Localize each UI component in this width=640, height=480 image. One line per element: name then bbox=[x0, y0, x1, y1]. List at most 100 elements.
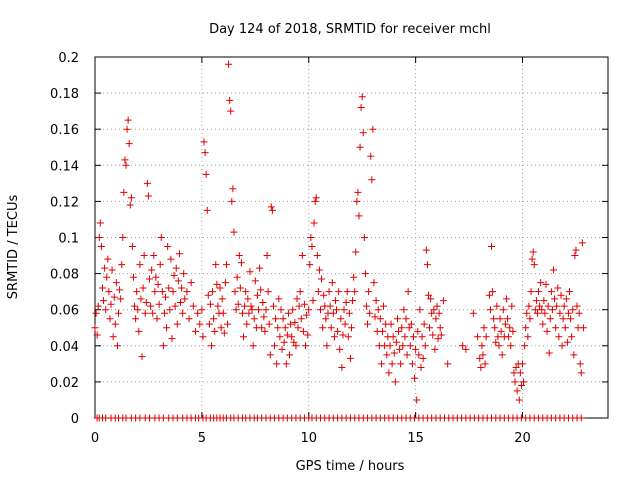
x-tick-label: 5 bbox=[198, 431, 206, 446]
data-point bbox=[476, 354, 484, 362]
data-point bbox=[112, 279, 120, 287]
data-point bbox=[497, 327, 505, 335]
data-point bbox=[570, 351, 578, 359]
data-point bbox=[234, 300, 242, 308]
data-point bbox=[495, 342, 503, 350]
data-point bbox=[93, 331, 101, 339]
data-point bbox=[247, 302, 255, 310]
data-point bbox=[393, 315, 401, 323]
data-point bbox=[478, 342, 486, 350]
data-point bbox=[122, 161, 130, 169]
data-point bbox=[322, 315, 330, 323]
data-point bbox=[131, 302, 139, 310]
data-point bbox=[388, 360, 396, 368]
data-point bbox=[541, 309, 549, 317]
data-point bbox=[199, 333, 207, 341]
data-point bbox=[251, 277, 259, 285]
data-point bbox=[175, 250, 183, 258]
data-point bbox=[108, 266, 116, 274]
data-point bbox=[561, 324, 569, 332]
data-point bbox=[202, 170, 210, 178]
data-point bbox=[289, 306, 297, 314]
data-point bbox=[420, 320, 428, 328]
data-point bbox=[299, 327, 307, 335]
data-point bbox=[399, 342, 407, 350]
data-point bbox=[357, 104, 365, 112]
data-point bbox=[178, 284, 186, 292]
data-point bbox=[282, 360, 290, 368]
data-point bbox=[486, 306, 494, 314]
data-point bbox=[170, 271, 178, 279]
data-point bbox=[335, 288, 343, 296]
data-point bbox=[559, 315, 567, 323]
data-point bbox=[212, 261, 220, 269]
data-point bbox=[391, 378, 399, 386]
data-point bbox=[105, 288, 113, 296]
data-point bbox=[351, 288, 359, 296]
data-point bbox=[103, 273, 111, 281]
data-point bbox=[284, 309, 292, 317]
data-point bbox=[243, 320, 251, 328]
data-point bbox=[353, 197, 361, 205]
data-point bbox=[265, 320, 273, 328]
data-point bbox=[309, 297, 317, 305]
data-point bbox=[143, 179, 151, 187]
data-point bbox=[313, 252, 321, 260]
data-point bbox=[372, 297, 380, 305]
data-point bbox=[488, 243, 496, 251]
data-point bbox=[187, 279, 195, 287]
data-point bbox=[155, 300, 163, 308]
data-point bbox=[551, 295, 559, 303]
data-point bbox=[578, 239, 586, 247]
data-point bbox=[271, 342, 279, 350]
y-axis-ticks: 0 0.02 0.04 0.06 0.08 0.1 0.12 0.14 0.16 0.18 0.2 bbox=[50, 51, 608, 427]
data-point bbox=[249, 342, 257, 350]
data-point bbox=[564, 309, 572, 317]
data-point bbox=[344, 333, 352, 341]
data-point bbox=[264, 288, 272, 296]
data-point bbox=[166, 306, 174, 314]
data-point bbox=[294, 324, 302, 332]
data-point bbox=[292, 342, 300, 350]
data-point bbox=[330, 333, 338, 341]
data-point bbox=[398, 324, 406, 332]
data-point bbox=[307, 234, 315, 241]
data-point bbox=[165, 284, 173, 292]
data-point bbox=[517, 382, 525, 390]
data-point bbox=[498, 351, 506, 359]
data-point bbox=[327, 324, 335, 332]
data-point bbox=[383, 351, 391, 359]
data-point bbox=[432, 315, 440, 323]
data-point bbox=[523, 309, 531, 317]
data-point bbox=[275, 295, 283, 303]
data-point bbox=[352, 248, 360, 256]
data-point bbox=[179, 309, 187, 317]
data-point bbox=[100, 297, 108, 305]
data-point bbox=[406, 342, 414, 350]
data-point bbox=[368, 176, 376, 184]
data-point bbox=[544, 302, 552, 310]
y-tick-label: 0.12 bbox=[50, 195, 79, 210]
data-point bbox=[138, 353, 146, 361]
data-point bbox=[219, 309, 227, 317]
data-point bbox=[168, 335, 176, 343]
data-point bbox=[366, 309, 374, 317]
y-tick-label: 0.08 bbox=[50, 268, 79, 283]
data-point bbox=[237, 259, 245, 267]
data-point bbox=[214, 302, 222, 310]
data-point bbox=[213, 280, 221, 288]
data-point bbox=[341, 320, 349, 328]
data-point bbox=[91, 324, 99, 332]
x-tick-label: 10 bbox=[300, 431, 317, 446]
data-point bbox=[318, 275, 326, 283]
data-point bbox=[560, 302, 568, 310]
data-point bbox=[530, 261, 538, 269]
data-point bbox=[167, 255, 175, 263]
data-point bbox=[374, 306, 382, 314]
data-point bbox=[462, 345, 470, 353]
data-point bbox=[501, 320, 509, 328]
data-point bbox=[417, 363, 425, 371]
data-point bbox=[340, 306, 348, 314]
data-point bbox=[499, 306, 507, 314]
data-point bbox=[225, 60, 233, 68]
